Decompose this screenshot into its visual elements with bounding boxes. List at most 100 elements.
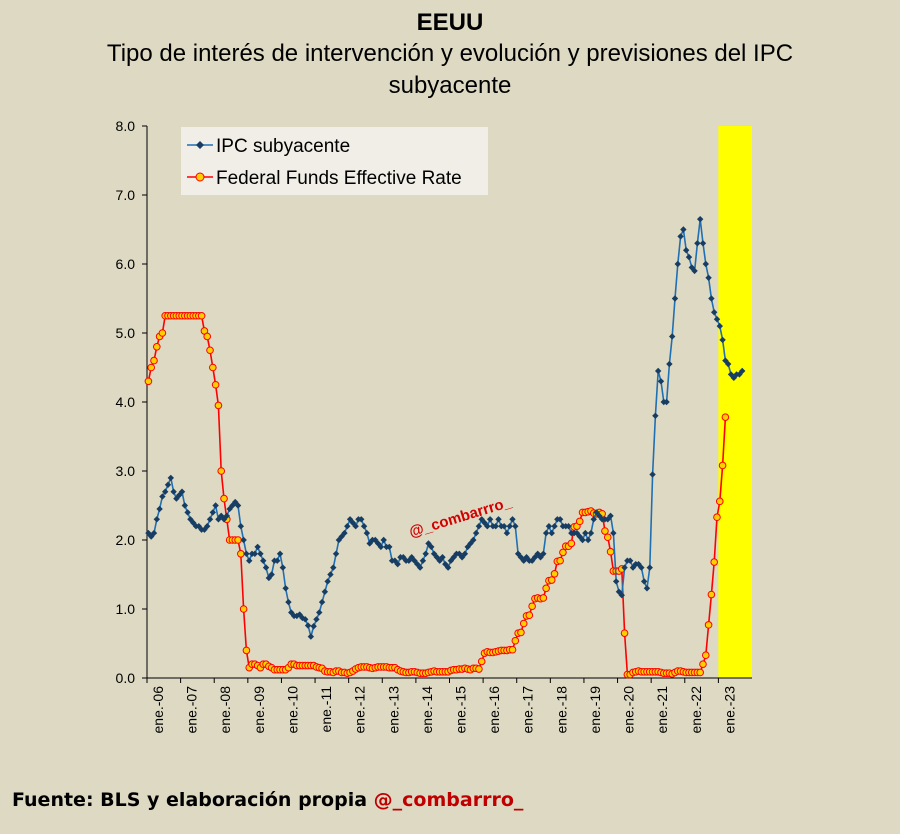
cpi-point	[310, 623, 317, 630]
cpi-point	[654, 367, 662, 375]
ffr-point	[220, 494, 228, 503]
cpi-point	[282, 585, 289, 592]
legend-label: IPC subyacente	[216, 136, 350, 157]
cpi-point	[587, 529, 595, 537]
cpi-point	[422, 550, 429, 557]
cpi-point	[265, 574, 273, 582]
cpi-point	[596, 512, 603, 520]
ffr-point	[567, 539, 576, 548]
cpi-point	[162, 488, 169, 495]
cpi-point	[324, 578, 331, 585]
cpi-point	[542, 529, 550, 537]
cpi-point	[682, 247, 690, 254]
cpi-point	[316, 609, 323, 616]
cpi-point	[209, 509, 217, 516]
ffr-point	[477, 657, 486, 666]
ffr-point	[603, 533, 612, 542]
cpi-point	[668, 333, 676, 340]
cpi-point	[685, 253, 693, 261]
cpi-point	[540, 550, 547, 557]
cpi-point	[724, 360, 732, 368]
cpi-point	[506, 523, 513, 530]
ffr-point	[718, 461, 727, 470]
cpi-point	[299, 614, 306, 622]
ffr-point	[206, 346, 214, 355]
x-tick-label: ene.-10	[284, 686, 300, 734]
cpi-point	[327, 571, 334, 578]
cpi-point	[696, 215, 704, 223]
cpi-point	[708, 295, 715, 302]
ffr-point	[547, 576, 556, 584]
cpi-point	[439, 554, 446, 561]
legend-box	[181, 127, 488, 195]
forecast-band	[718, 126, 752, 678]
cpi-point	[492, 523, 499, 530]
cpi-point	[584, 536, 592, 544]
cpi-point	[276, 550, 284, 557]
cpi-point	[416, 564, 424, 571]
cpi-point	[503, 529, 511, 537]
cpi-point	[206, 516, 214, 523]
ffr-point	[713, 513, 721, 522]
ffr-point	[519, 619, 528, 628]
cpi-point	[212, 502, 219, 509]
ffr-point	[539, 594, 548, 602]
cpi-point	[500, 523, 508, 530]
ffr-point	[696, 668, 704, 677]
cpi-point	[159, 493, 166, 500]
cpi-point	[618, 592, 625, 599]
x-tick-label: ene.-07	[184, 686, 200, 734]
cpi-point	[237, 523, 245, 530]
cpi-point	[652, 412, 659, 419]
y-tick-label: 1.0	[116, 601, 136, 617]
cpi-point	[226, 505, 233, 513]
cpi-point	[621, 564, 628, 571]
cpi-point	[607, 512, 614, 520]
cpi-point	[699, 240, 707, 247]
cpi-point	[307, 633, 315, 640]
cpi-point	[218, 512, 225, 520]
cpi-point	[472, 529, 480, 537]
series-ipc-subyacente	[145, 215, 746, 640]
cpi-point	[663, 398, 670, 406]
cpi-point	[478, 516, 485, 523]
cpi-point	[691, 267, 698, 275]
y-tick-label: 4.0	[116, 394, 136, 410]
cpi-point	[495, 516, 502, 523]
cpi-point	[360, 523, 368, 530]
ffr-point	[475, 665, 483, 673]
ffr-point	[511, 636, 520, 645]
y-tick-label: 2.0	[116, 532, 136, 548]
cpi-point	[551, 523, 558, 530]
cpi-point	[713, 316, 721, 323]
cpi-point	[447, 557, 455, 564]
cpi-point	[467, 540, 474, 547]
y-tick-label: 5.0	[116, 325, 136, 341]
ffr-point	[217, 467, 226, 475]
cpi-point	[223, 512, 231, 520]
cpi-point	[565, 523, 572, 530]
ffr-point	[606, 547, 615, 556]
x-tick-label: ene.-23	[721, 686, 737, 734]
y-tick-label: 3.0	[116, 463, 136, 479]
ffr-point	[150, 356, 158, 365]
cpi-point	[405, 557, 413, 564]
cpi-point	[582, 529, 589, 537]
cpi-point	[716, 322, 723, 330]
ffr-point	[542, 584, 550, 593]
ffr-point	[601, 527, 609, 535]
cpi-point	[338, 533, 345, 540]
cpi-point	[548, 529, 555, 537]
cpi-point	[344, 523, 351, 530]
cpi-point	[640, 578, 648, 585]
cpi-point	[164, 481, 172, 488]
cpi-point	[430, 550, 438, 557]
cpi-point	[461, 550, 469, 557]
y-tick-label: 8.0	[116, 118, 136, 134]
cpi-point	[702, 260, 709, 268]
cpi-point	[520, 557, 527, 564]
source-label: Fuente: BLS y elaboración propia	[12, 789, 368, 811]
cpi-point	[736, 371, 743, 378]
cpi-point	[184, 509, 191, 516]
legend-label: Federal Funds Effective Rate	[216, 168, 462, 189]
